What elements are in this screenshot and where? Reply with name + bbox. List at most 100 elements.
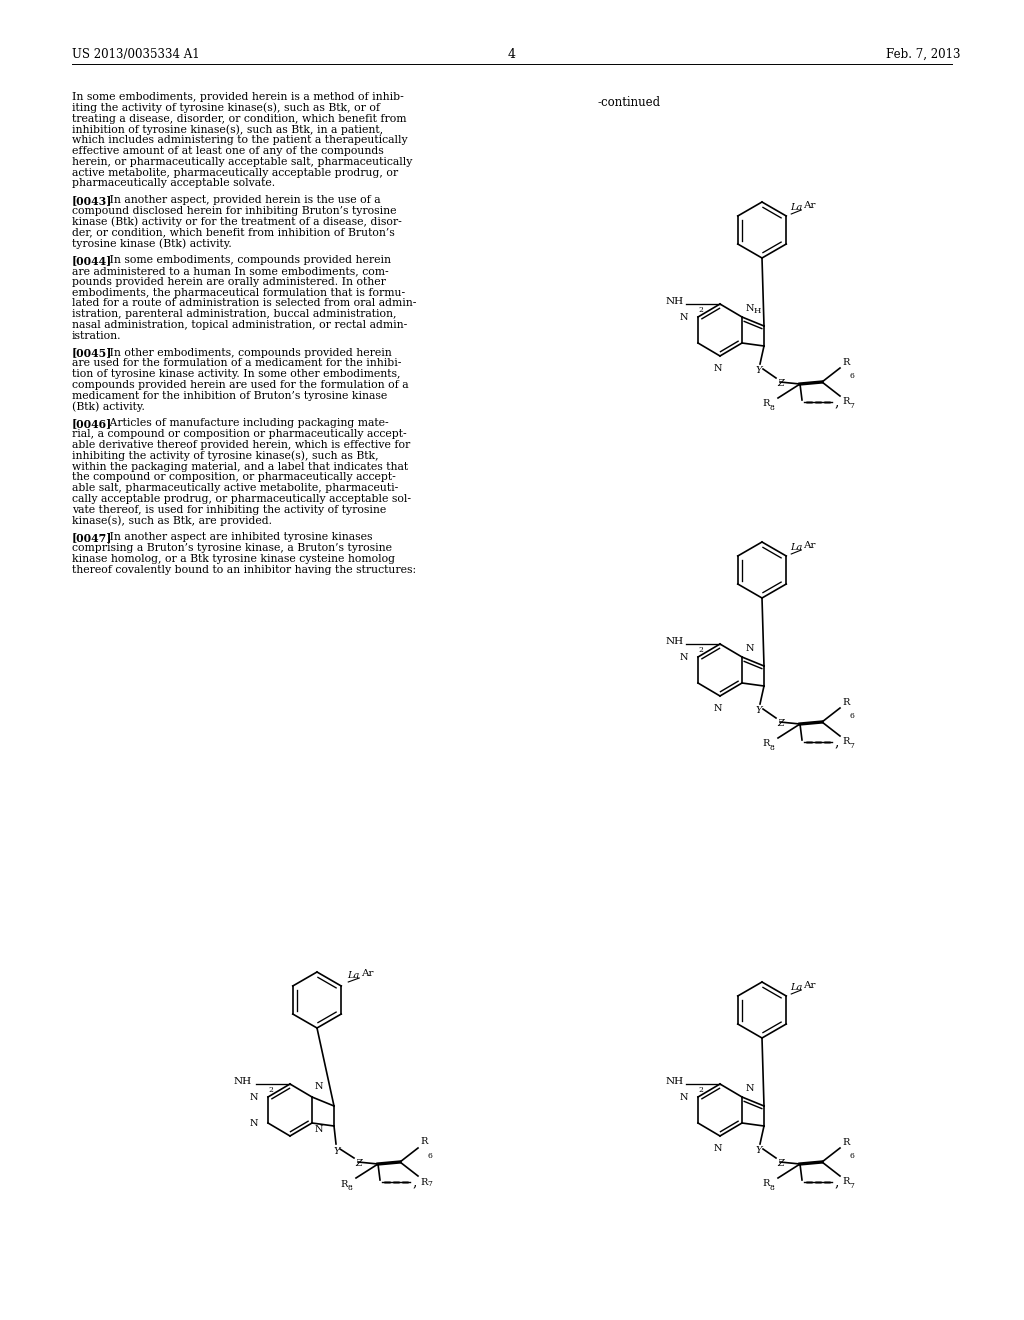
Text: 7: 7 xyxy=(849,742,854,750)
Text: vate thereof, is used for inhibiting the activity of tyrosine: vate thereof, is used for inhibiting the… xyxy=(72,504,386,515)
Text: active metabolite, pharmaceutically acceptable prodrug, or: active metabolite, pharmaceutically acce… xyxy=(72,168,398,178)
Text: treating a disease, disorder, or condition, which benefit from: treating a disease, disorder, or conditi… xyxy=(72,114,407,124)
Text: [0044]: [0044] xyxy=(72,255,113,267)
Text: [0046]: [0046] xyxy=(72,418,113,429)
Text: 8: 8 xyxy=(769,404,774,412)
Text: R: R xyxy=(762,399,769,408)
Text: inhibition of tyrosine kinase(s), such as Btk, in a patient,: inhibition of tyrosine kinase(s), such a… xyxy=(72,124,383,135)
Text: effective amount of at least one of any of the compounds: effective amount of at least one of any … xyxy=(72,147,384,156)
Text: pounds provided herein are orally administered. In other: pounds provided herein are orally admini… xyxy=(72,277,386,286)
Text: ,: , xyxy=(834,1175,839,1189)
Text: within the packaging material, and a label that indicates that: within the packaging material, and a lab… xyxy=(72,462,409,471)
Text: R: R xyxy=(842,737,849,746)
Text: 4: 4 xyxy=(508,48,516,61)
Text: Articles of manufacture including packaging mate-: Articles of manufacture including packag… xyxy=(99,418,389,429)
Text: 2: 2 xyxy=(698,1086,702,1094)
Text: La: La xyxy=(791,203,803,213)
Text: Y: Y xyxy=(756,1146,763,1155)
Text: ,: , xyxy=(834,735,839,748)
Text: N: N xyxy=(680,313,688,322)
Text: La: La xyxy=(791,543,803,552)
Text: able derivative thereof provided herein, which is effective for: able derivative thereof provided herein,… xyxy=(72,440,411,450)
Text: embodiments, the pharmaceutical formulation that is formu-: embodiments, the pharmaceutical formulat… xyxy=(72,288,406,297)
Text: R: R xyxy=(842,397,849,407)
Text: [0043]: [0043] xyxy=(72,195,113,206)
Text: N: N xyxy=(746,644,755,653)
Text: able salt, pharmaceutically active metabolite, pharmaceuti-: able salt, pharmaceutically active metab… xyxy=(72,483,398,494)
Text: N: N xyxy=(315,1082,324,1092)
Text: Z: Z xyxy=(355,1159,361,1168)
Text: herein, or pharmaceutically acceptable salt, pharmaceutically: herein, or pharmaceutically acceptable s… xyxy=(72,157,413,166)
Text: R: R xyxy=(842,1138,849,1147)
Text: H: H xyxy=(754,308,762,315)
Text: N: N xyxy=(250,1118,258,1127)
Text: R: R xyxy=(842,1177,849,1185)
Text: NH: NH xyxy=(233,1077,252,1086)
Text: iting the activity of tyrosine kinase(s), such as Btk, or of: iting the activity of tyrosine kinase(s)… xyxy=(72,103,380,114)
Text: 6: 6 xyxy=(849,372,854,380)
Text: N: N xyxy=(680,1093,688,1101)
Text: cally acceptable prodrug, or pharmaceutically acceptable sol-: cally acceptable prodrug, or pharmaceuti… xyxy=(72,494,411,504)
Text: In another aspect are inhibited tyrosine kinases: In another aspect are inhibited tyrosine… xyxy=(99,532,373,543)
Text: nasal administration, topical administration, or rectal admin-: nasal administration, topical administra… xyxy=(72,319,408,330)
Text: N: N xyxy=(714,364,722,374)
Text: NH: NH xyxy=(666,638,684,647)
Text: Z: Z xyxy=(777,379,783,388)
Text: Y: Y xyxy=(756,366,763,375)
Text: 6: 6 xyxy=(427,1152,432,1160)
Text: Ar: Ar xyxy=(803,981,816,990)
Text: N: N xyxy=(746,1084,755,1093)
Text: ,: , xyxy=(412,1175,417,1189)
Text: the compound or composition, or pharmaceutically accept-: the compound or composition, or pharmace… xyxy=(72,473,395,482)
Text: R: R xyxy=(762,739,769,748)
Text: N: N xyxy=(714,1144,722,1152)
Text: 2: 2 xyxy=(268,1086,272,1094)
Text: R: R xyxy=(842,698,849,708)
Text: In some embodiments, compounds provided herein: In some embodiments, compounds provided … xyxy=(99,255,391,265)
Text: istration, parenteral administration, buccal administration,: istration, parenteral administration, bu… xyxy=(72,309,396,319)
Text: Ar: Ar xyxy=(803,201,816,210)
Text: N: N xyxy=(250,1093,258,1101)
Text: R: R xyxy=(420,1177,427,1187)
Text: 7: 7 xyxy=(849,1181,854,1191)
Text: comprising a Bruton’s tyrosine kinase, a Bruton’s tyrosine: comprising a Bruton’s tyrosine kinase, a… xyxy=(72,544,392,553)
Text: 7: 7 xyxy=(849,403,854,411)
Text: La: La xyxy=(347,972,359,979)
Text: Y: Y xyxy=(334,1147,341,1156)
Text: R: R xyxy=(340,1180,347,1189)
Text: 2: 2 xyxy=(698,645,702,653)
Text: kinase (Btk) activity or for the treatment of a disease, disor-: kinase (Btk) activity or for the treatme… xyxy=(72,216,401,227)
Text: inhibiting the activity of tyrosine kinase(s), such as Btk,: inhibiting the activity of tyrosine kina… xyxy=(72,451,379,462)
Text: rial, a compound or composition or pharmaceutically accept-: rial, a compound or composition or pharm… xyxy=(72,429,407,440)
Text: NH: NH xyxy=(666,297,684,306)
Text: Z: Z xyxy=(777,1159,783,1168)
Text: are administered to a human In some embodiments, com-: are administered to a human In some embo… xyxy=(72,267,389,276)
Text: thereof covalently bound to an inhibitor having the structures:: thereof covalently bound to an inhibitor… xyxy=(72,565,416,574)
Text: (Btk) activity.: (Btk) activity. xyxy=(72,401,144,412)
Text: Feb. 7, 2013: Feb. 7, 2013 xyxy=(886,48,961,61)
Text: Y: Y xyxy=(756,706,763,715)
Text: 8: 8 xyxy=(769,744,774,752)
Text: 8: 8 xyxy=(347,1184,352,1192)
Text: compound disclosed herein for inhibiting Bruton’s tyrosine: compound disclosed herein for inhibiting… xyxy=(72,206,396,216)
Text: der, or condition, which benefit from inhibition of Bruton’s: der, or condition, which benefit from in… xyxy=(72,227,394,238)
Text: N: N xyxy=(746,304,755,313)
Text: Z: Z xyxy=(777,719,783,729)
Text: R: R xyxy=(762,1179,769,1188)
Text: US 2013/0035334 A1: US 2013/0035334 A1 xyxy=(72,48,200,61)
Text: Ar: Ar xyxy=(361,969,374,978)
Text: ,: , xyxy=(834,395,839,409)
Text: In another aspect, provided herein is the use of a: In another aspect, provided herein is th… xyxy=(99,195,381,205)
Text: istration.: istration. xyxy=(72,331,122,341)
Text: 6: 6 xyxy=(849,1152,854,1160)
Text: pharmaceutically acceptable solvate.: pharmaceutically acceptable solvate. xyxy=(72,178,275,189)
Text: kinase homolog, or a Btk tyrosine kinase cysteine homolog: kinase homolog, or a Btk tyrosine kinase… xyxy=(72,554,395,564)
Text: medicament for the inhibition of Bruton’s tyrosine kinase: medicament for the inhibition of Bruton’… xyxy=(72,391,387,401)
Text: 6: 6 xyxy=(849,711,854,719)
Text: La: La xyxy=(791,983,803,993)
Text: tion of tyrosine kinase activity. In some other embodiments,: tion of tyrosine kinase activity. In som… xyxy=(72,370,400,379)
Text: Ar: Ar xyxy=(803,541,816,550)
Text: N: N xyxy=(714,704,722,713)
Text: 7: 7 xyxy=(427,1180,432,1188)
Text: In other embodiments, compounds provided herein: In other embodiments, compounds provided… xyxy=(99,347,392,358)
